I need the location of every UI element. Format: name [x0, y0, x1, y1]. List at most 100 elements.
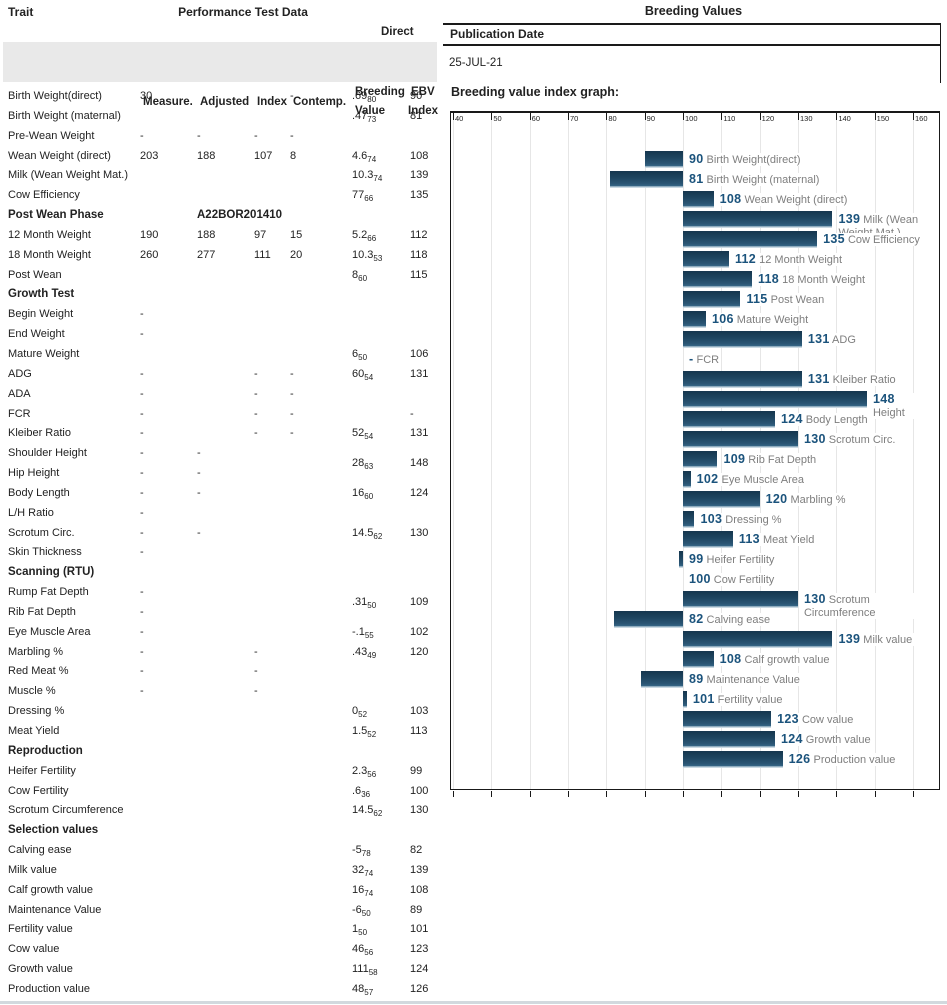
contemp-cell — [290, 980, 348, 1000]
trait-cell: Calf growth value — [8, 883, 93, 896]
bar-trait-label: Wean Weight (direct) — [741, 194, 848, 206]
measure-cell — [140, 861, 197, 881]
bar-trait-label: Post Wean — [767, 294, 825, 306]
adjusted-cell: 188 — [197, 228, 216, 241]
adjusted-cell — [197, 365, 254, 385]
accuracy-subscript: 78 — [361, 849, 371, 859]
bar-label: 131 ADG — [807, 333, 858, 346]
measure-cell — [140, 762, 197, 782]
table-row: End Weight - — [0, 325, 440, 345]
table-row: Post Wean 860 115 — [0, 266, 440, 286]
breeding-index-chart: 40 50 60 70 80 90 100 110 120 130 140 150 160 90 Birt… — [450, 111, 940, 797]
bar-label: 148 Height — [872, 393, 923, 419]
axis-tick — [721, 791, 723, 797]
bar — [613, 611, 683, 628]
breeding-value-cell: 7766 — [352, 189, 374, 204]
adjusted-cell: - — [197, 129, 201, 142]
contemp-cell — [290, 524, 348, 544]
bar — [640, 671, 683, 688]
breeding-value-cell: 1674 — [352, 883, 374, 898]
bar-value-label: 115 — [746, 292, 768, 306]
bar — [682, 431, 798, 448]
breeding-value-cell: 1.552 — [352, 725, 377, 739]
table-row: Scrotum Circ. - - 14.562 130 — [0, 524, 440, 544]
accuracy-subscript: 63 — [364, 462, 374, 472]
axis-tick — [567, 113, 569, 120]
breeding-values-title: Breeding Values — [644, 4, 743, 18]
index-cell — [254, 702, 290, 722]
bar-value-label: 108 — [719, 192, 742, 206]
measure-cell — [140, 702, 197, 722]
adjusted-cell — [197, 266, 254, 286]
breeding-value-cell: 4.674 — [352, 149, 377, 164]
direct-header: Direct — [381, 26, 414, 38]
bar — [682, 651, 714, 668]
axis-tick-label: 120 — [761, 114, 775, 123]
breeding-value-cell: 5.266 — [352, 228, 377, 243]
ebv-index-cell: 82 — [410, 844, 423, 857]
contemp-cell — [290, 186, 348, 206]
axis-tick-label: 100 — [684, 114, 698, 123]
contemp-cell — [290, 563, 348, 583]
bar-row: 148 Height — [451, 390, 939, 419]
adjusted-cell — [197, 543, 254, 563]
measure-cell: - — [140, 665, 144, 678]
bar-label: 108 Wean Weight (direct) — [719, 192, 850, 206]
ebv-index-cell: 131 — [410, 367, 429, 380]
adjusted-cell — [197, 345, 254, 365]
table-row: Birth Weight (maternal) .4773 81 — [0, 107, 440, 127]
table-row: Body Length - - 1660 124 — [0, 484, 440, 504]
table-row: Begin Weight - — [0, 305, 440, 325]
measure-cell — [140, 920, 197, 940]
contemp-cell: - — [290, 407, 294, 420]
contemp-cell: - — [290, 367, 294, 380]
bar — [682, 411, 775, 428]
bar-row: 108 Calf growth value — [451, 650, 939, 670]
trait-cell: Eye Muscle Area — [8, 625, 91, 638]
table-row: Cow Fertility .636 100 — [0, 782, 440, 802]
bar-trait-label: Dressing % — [722, 514, 782, 526]
contemp-cell — [290, 841, 348, 861]
ebv-index-cell: - — [410, 407, 414, 420]
axis-tick-label: 50 — [493, 114, 502, 123]
bar-label: 124 Body Length — [780, 413, 870, 426]
contemp-cell — [290, 901, 348, 921]
measure-cell: - — [140, 526, 144, 539]
index-cell — [254, 940, 290, 960]
trait-cell: Birth Weight (maternal) — [8, 109, 121, 122]
index-cell — [254, 345, 290, 365]
adjusted-cell: 277 — [197, 248, 216, 261]
measure-column-header: Measure. — [143, 96, 193, 108]
gridline — [874, 113, 876, 789]
adjusted-cell — [197, 742, 254, 762]
ebv-index-cell: 81 — [410, 109, 423, 122]
adjusted-cell — [197, 801, 254, 821]
gridline — [491, 113, 493, 789]
contemp-cell — [290, 285, 348, 305]
index-cell — [254, 186, 290, 206]
table-row: Meat Yield 1.552 113 — [0, 722, 440, 742]
ebv-index-cell: 90 — [410, 90, 423, 102]
contemp-cell — [290, 345, 348, 365]
bar — [682, 731, 775, 748]
table-row: Kleiber Ratio - - - 5254 131 — [0, 424, 440, 444]
index-cell — [254, 543, 290, 563]
breeding-value-cell: 5254 — [352, 427, 374, 442]
contemp-cell: 15 — [290, 228, 303, 241]
measure-cell: - — [140, 586, 144, 599]
table-row: Cow Efficiency 7766 135 — [0, 186, 440, 206]
breeding-value-cell: .636 — [352, 784, 371, 799]
adjusted-cell — [197, 504, 254, 524]
bar-value-label: 106 — [711, 312, 734, 326]
contemp-cell — [290, 464, 348, 484]
measure-cell: - — [140, 328, 144, 341]
bar-label: 124 Growth value — [780, 733, 873, 746]
axis-tick — [682, 791, 684, 797]
contemp-cell — [290, 266, 348, 286]
performance-test-data-header: Performance Test Data — [178, 5, 308, 19]
trait-cell: ADG — [8, 367, 32, 380]
adjusted-cell: A22BOR201410 — [197, 209, 283, 222]
index-cell — [254, 623, 290, 643]
trait-cell: 18 Month Weight — [8, 248, 91, 261]
adjusted-cell — [197, 702, 254, 722]
